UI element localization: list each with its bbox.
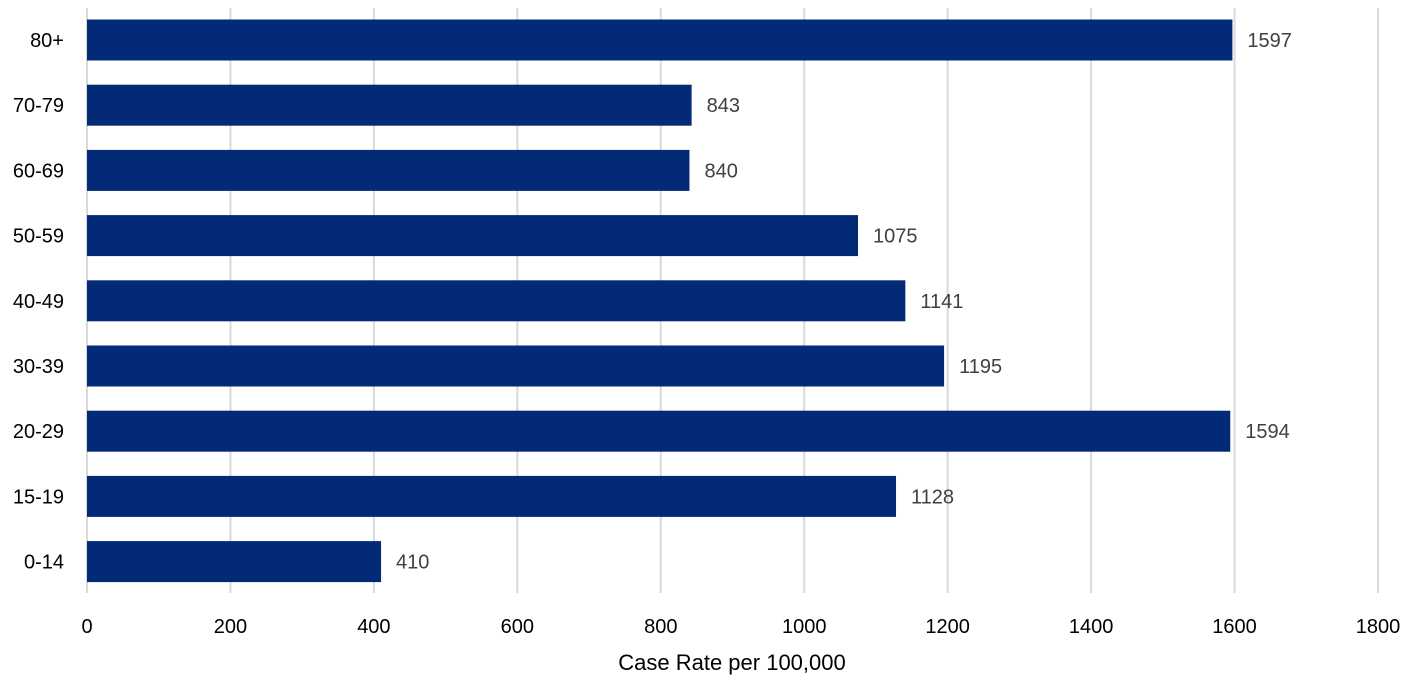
x-tick-label: 800 (644, 616, 677, 638)
bar (87, 410, 1231, 452)
x-tick-label: 0 (81, 616, 92, 638)
x-tick-label: 400 (357, 616, 390, 638)
bar-data-label: 1195 (959, 356, 1002, 378)
category-axis-labels: 80+ 70-79 60-69 50-59 40-49 30-39 20-29 15-19 0-… (13, 30, 64, 574)
bar-data-label: 1128 (911, 486, 954, 508)
bar-data-label: 843 (707, 95, 740, 117)
x-tick-label: 1200 (925, 616, 970, 638)
category-label: 80+ (30, 30, 64, 52)
bar-data-label: 410 (396, 552, 429, 574)
bar-data-label: 1141 (920, 291, 963, 313)
bar (87, 84, 692, 126)
bar (87, 541, 382, 583)
x-tick-label: 1800 (1356, 616, 1401, 638)
category-label: 60-69 (13, 160, 64, 182)
category-label: 50-59 (13, 226, 64, 248)
category-label: 30-39 (13, 356, 64, 378)
x-tick-label: 600 (501, 616, 534, 638)
category-label: 0-14 (24, 552, 64, 574)
category-label: 15-19 (13, 486, 64, 508)
bar (87, 19, 1233, 61)
x-axis-title: Case Rate per 100,000 (618, 650, 846, 675)
bar-data-label: 840 (704, 160, 737, 182)
bar (87, 149, 690, 191)
bar (87, 280, 906, 322)
bar (87, 345, 945, 387)
data-labels: 1597 843 840 1075 1141 1195 1594 1128 410 (396, 30, 1292, 574)
bars (87, 19, 1233, 583)
category-label: 70-79 (13, 95, 64, 117)
bar (87, 475, 897, 517)
x-tick-label: 200 (214, 616, 247, 638)
x-tick-label: 1600 (1212, 616, 1257, 638)
category-label: 20-29 (13, 421, 64, 443)
bar-data-label: 1075 (873, 226, 918, 248)
x-tick-label: 1000 (782, 616, 827, 638)
bar (87, 215, 859, 257)
bar-data-label: 1597 (1247, 30, 1292, 52)
value-axis-tick-labels: 0 200 400 600 800 1000 1200 1400 1600 1800 (81, 616, 1400, 638)
bar-data-label: 1594 (1245, 421, 1290, 443)
x-tick-label: 1400 (1069, 616, 1114, 638)
category-label: 40-49 (13, 291, 64, 313)
